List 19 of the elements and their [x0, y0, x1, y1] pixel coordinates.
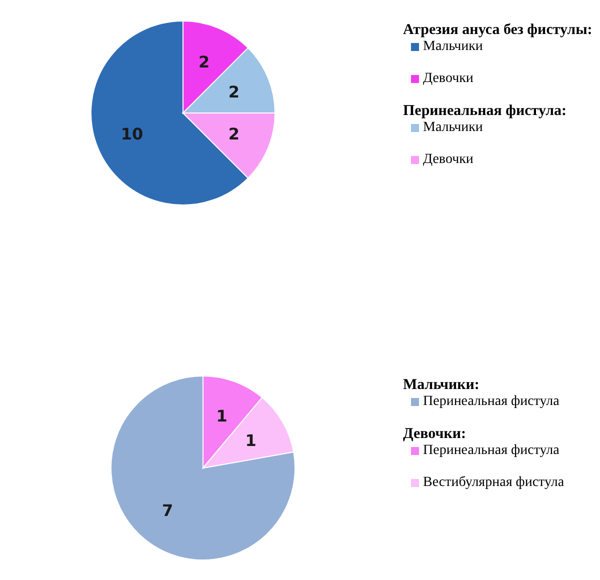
data-label: 1 — [245, 430, 256, 450]
legend-label: Перинеальная фистула — [422, 443, 560, 459]
data-label: 7 — [162, 500, 174, 520]
text: Атрезия ануса без фистулы: — [403, 22, 592, 39]
legend-label: Девочки — [422, 71, 474, 87]
legend-label: Мальчики — [422, 39, 484, 55]
text: Перинеальная фистула: — [403, 103, 568, 120]
data-label: 2 — [228, 124, 240, 144]
data-label: 10 — [120, 124, 144, 144]
legend-label: Перинеальная фистула — [422, 394, 560, 410]
data-label: 2 — [228, 82, 240, 102]
legend-label: Девочки — [422, 152, 474, 168]
data-label: 2 — [198, 52, 210, 72]
pie-slice — [110, 376, 296, 560]
text: Мальчики: — [403, 377, 480, 394]
text: Девочки: — [403, 426, 468, 443]
data-label: 1 — [216, 406, 228, 426]
legend-label: Вестибулярная фистула — [422, 475, 564, 491]
legend-label: Мальчики — [422, 120, 484, 136]
